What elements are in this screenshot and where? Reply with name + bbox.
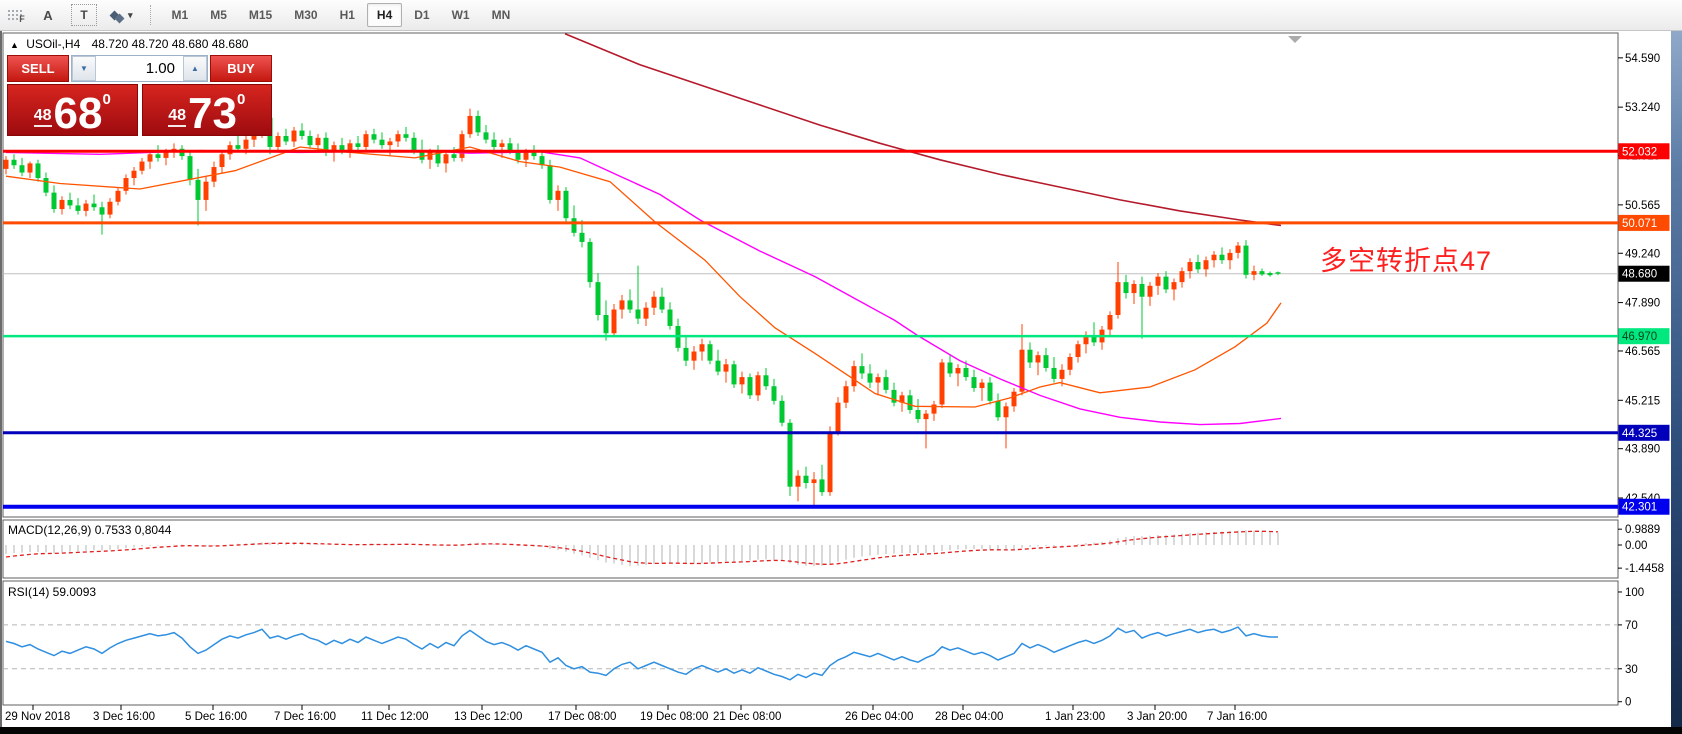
price-axis-label: 53.240: [1625, 102, 1660, 114]
timeframe-m1[interactable]: M1: [171, 8, 189, 22]
time-axis-label: 7 Jan 16:00: [1207, 711, 1267, 723]
chart-header: ▲ USOil-,H4 48.720 48.720 48.680 48.680: [10, 37, 248, 51]
rsi-scale-label: 30: [1625, 664, 1638, 676]
scroll-marker-icon[interactable]: [1288, 36, 1302, 43]
volume-decrease-button[interactable]: ▼: [72, 56, 96, 81]
window-left-border: [0, 30, 2, 727]
macd-scale-label: 0.00: [1625, 540, 1647, 552]
macd-scale-label: 0.9889: [1625, 524, 1660, 536]
rsi-line: [5, 626, 1278, 681]
svg-text:46.970: 46.970: [1622, 331, 1657, 343]
toolbar-separator: [149, 5, 151, 25]
sell-price-small: 48: [33, 108, 52, 127]
time-axis-label: 21 Dec 08:00: [713, 711, 781, 723]
price-axis-label: 50.565: [1625, 200, 1660, 212]
symbol-title: USOil-,H4: [26, 37, 81, 51]
shapes-tool-icon[interactable]: ▾: [109, 5, 133, 25]
buy-price-small: 48: [168, 108, 186, 127]
taskbar-strip: [0, 727, 1682, 734]
time-axis-label: 11 Dec 12:00: [361, 711, 429, 723]
one-click-trading-panel: SELL ▼ 1.00 ▲ BUY 48 68 0 48 73 0: [7, 55, 272, 136]
buy-price-sup: 0: [236, 91, 246, 108]
quote-values: 48.720 48.720 48.680 48.680: [91, 37, 249, 51]
price-tag: [1618, 214, 1670, 231]
timeframe-mn[interactable]: MN: [491, 8, 511, 22]
sell-price-big: 68: [53, 88, 103, 138]
time-axis-label: 7 Dec 16:00: [274, 711, 336, 723]
time-axis-label: 13 Dec 12:00: [454, 711, 522, 723]
price-axis-label: 46.565: [1625, 346, 1660, 358]
volume-box: ▼ 1.00 ▲: [71, 55, 208, 82]
timeframe-m30[interactable]: M30: [294, 8, 318, 22]
time-axis-label: 1 Jan 23:00: [1045, 711, 1105, 723]
svg-text:44.325: 44.325: [1622, 428, 1657, 440]
time-axis-label: 19 Dec 08:00: [640, 711, 708, 723]
collapse-arrow-icon[interactable]: ▲: [10, 40, 19, 50]
text-box-tool-icon[interactable]: T: [71, 4, 97, 26]
svg-text:52.032: 52.032: [1622, 146, 1657, 158]
macd-histogram: [5, 530, 1279, 567]
grid-icon: [7, 8, 23, 22]
desktop-background-strip: [1671, 30, 1682, 727]
price-axis-label: 49.240: [1625, 248, 1660, 260]
price-axis-label: 54.590: [1625, 53, 1660, 65]
buy-button[interactable]: BUY: [210, 55, 272, 82]
time-axis-label: 3 Dec 16:00: [93, 711, 155, 723]
time-axis-label: 29 Nov 2018: [5, 711, 70, 723]
timeframe-w1[interactable]: W1: [451, 8, 470, 22]
buy-price-big: 73: [188, 88, 237, 138]
panel-border: [2, 580, 1619, 706]
timeframe-m15[interactable]: M15: [248, 8, 273, 22]
rsi-scale-label: 0: [1625, 697, 1631, 709]
ma-long-dark-red: [564, 32, 1282, 227]
volume-increase-button[interactable]: ▲: [183, 56, 207, 81]
chart-annotation-text: 多空转折点47: [1320, 246, 1493, 276]
candles-layer: [3, 106, 1281, 505]
svg-text:42.301: 42.301: [1622, 502, 1657, 514]
dropdown-caret-icon[interactable]: ▾: [128, 9, 133, 20]
panel-border: [2, 519, 1619, 579]
price-axis-label: 47.890: [1625, 298, 1660, 310]
timeframe-bar: M1 M5 M15 M30 H1 H4 D1 W1 MN: [161, 3, 522, 27]
timeframe-d1[interactable]: D1: [414, 8, 430, 22]
top-toolbar: F A T ▾ M1 M5 M15 M30 H1 H4 D1 W1 MN: [0, 0, 1682, 31]
price-tag: [1618, 328, 1670, 345]
buy-price-panel[interactable]: 48 73 0: [141, 84, 272, 138]
text-label-tool-icon[interactable]: A: [43, 7, 53, 23]
macd-scale-label: -1.4458: [1625, 563, 1664, 575]
volume-input[interactable]: 1.00: [145, 60, 175, 77]
sell-button[interactable]: SELL: [7, 55, 69, 82]
list-objects-tool[interactable]: F: [7, 5, 25, 25]
timeframe-m5[interactable]: M5: [210, 8, 227, 22]
rsi-scale-label: 100: [1625, 587, 1644, 599]
timeframe-h4[interactable]: H4: [366, 3, 403, 27]
macd-signal-line: [5, 530, 1279, 565]
price-axis-label: 45.215: [1625, 395, 1660, 407]
time-axis-label: 17 Dec 08:00: [548, 711, 616, 723]
price-tag: [1618, 498, 1670, 515]
svg-text:48.680: 48.680: [1622, 269, 1657, 281]
diamond-shape-icon: [114, 13, 125, 24]
rsi-scale-label: 70: [1625, 620, 1638, 632]
price-tag: [1618, 143, 1670, 160]
macd-label: MACD(12,26,9) 0.7533 0,8044: [8, 523, 172, 537]
price-tag: [1618, 424, 1670, 441]
timeframe-h1[interactable]: H1: [339, 8, 355, 22]
price-axis-label: 43.890: [1625, 444, 1660, 456]
price-tag: [1618, 265, 1670, 282]
time-axis-label: 26 Dec 04:00: [845, 711, 913, 723]
sell-price-sup: 0: [102, 91, 111, 108]
time-axis-label: 5 Dec 16:00: [185, 711, 247, 723]
time-axis-label: 3 Jan 20:00: [1127, 711, 1187, 723]
svg-text:50.071: 50.071: [1622, 218, 1657, 230]
rsi-label: RSI(14) 59.0093: [8, 585, 97, 599]
sell-price-panel[interactable]: 48 68 0: [7, 84, 138, 136]
grid-f-label: F: [19, 14, 25, 24]
time-axis-label: 28 Dec 04:00: [935, 711, 1003, 723]
